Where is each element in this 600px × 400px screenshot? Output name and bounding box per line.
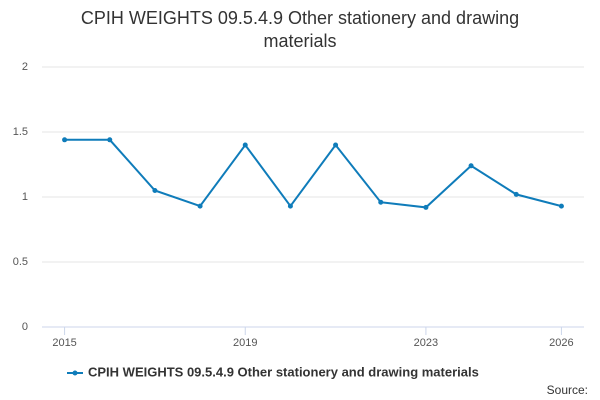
x-tick-label: 2026 xyxy=(549,337,573,349)
marker xyxy=(378,199,384,205)
marker xyxy=(333,142,339,148)
legend-marker xyxy=(72,370,78,376)
source: Source: xyxy=(547,383,588,397)
marker xyxy=(423,204,429,210)
marker xyxy=(468,163,474,169)
x-tick-label: 2015 xyxy=(52,337,76,349)
x-tick-label: 2019 xyxy=(233,337,257,349)
marker xyxy=(513,191,519,197)
chart-title: CPIH WEIGHTS 09.5.4.9 Other stationery a… xyxy=(80,8,520,51)
marker xyxy=(242,142,248,148)
y-tick-label: 0 xyxy=(22,321,28,333)
marker xyxy=(197,203,203,209)
line xyxy=(64,138,562,209)
marker xyxy=(558,203,564,209)
marker xyxy=(62,137,68,143)
legend-label: CPIH WEIGHTS 09.5.4.9 Other stationery a… xyxy=(88,364,479,379)
y-tick-label: 2 xyxy=(22,61,28,73)
y-tick-label: 1 xyxy=(22,191,28,203)
x-tick-label: 2023 xyxy=(414,337,438,349)
marker xyxy=(107,137,113,143)
marker xyxy=(152,188,158,193)
marker xyxy=(287,203,293,209)
y-tick-label: 1.5 xyxy=(13,126,28,138)
y-tick-label: 0.5 xyxy=(13,256,28,268)
